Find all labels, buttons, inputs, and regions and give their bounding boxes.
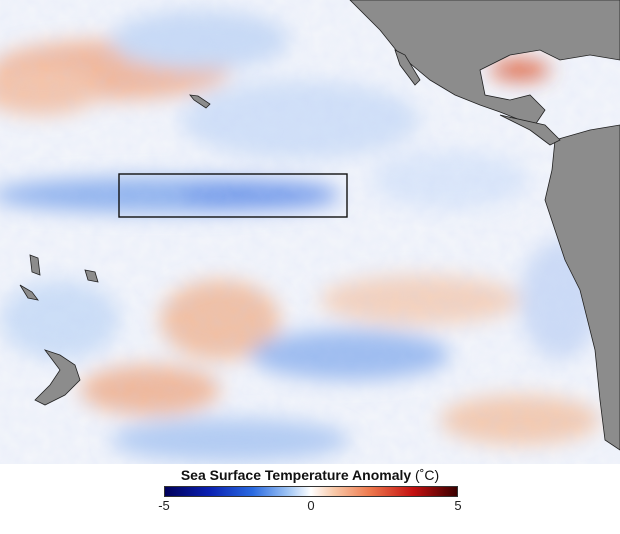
tick-zero: 0: [307, 498, 315, 513]
tick-min: -5: [158, 498, 170, 513]
baja-california: [394, 49, 421, 86]
land-masses: [19, 0, 620, 451]
hawaii: [189, 94, 211, 109]
south-america: [544, 124, 620, 451]
anomaly-texture: [0, 0, 620, 464]
legend-title: Sea Surface Temperature Anomaly (˚C): [0, 467, 620, 483]
new-zealand: [34, 349, 81, 406]
tick-max: 5: [454, 498, 462, 513]
north-america: [349, 0, 620, 126]
legend-title-text: Sea Surface Temperature Anomaly: [180, 467, 412, 483]
island-new-caledonia: [19, 284, 39, 301]
legend-unit: (˚C): [415, 467, 440, 483]
island-vanuatu: [29, 254, 41, 276]
island-fiji: [84, 269, 99, 283]
central-america: [499, 114, 561, 146]
colorbar: [164, 486, 458, 497]
sst-anomaly-map: [0, 0, 620, 464]
nino-region-box: [118, 173, 348, 218]
